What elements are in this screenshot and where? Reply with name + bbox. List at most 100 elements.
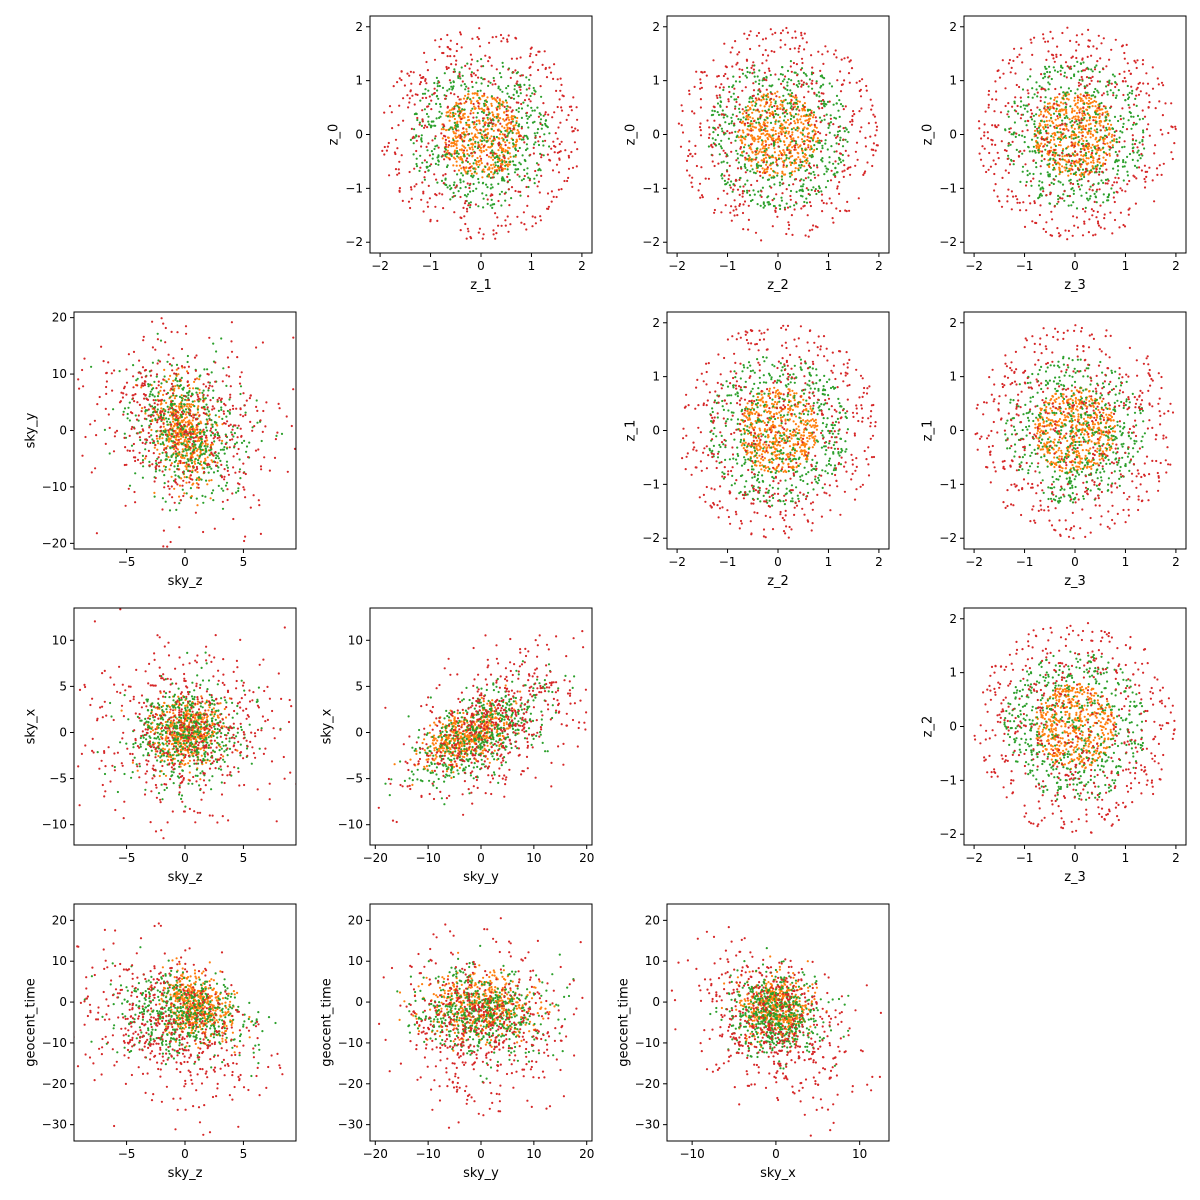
scatter-point — [861, 78, 864, 81]
scatter-point — [821, 157, 824, 160]
scatter-point — [771, 199, 774, 202]
scatter-point — [1083, 69, 1086, 72]
scatter-point — [1062, 97, 1065, 100]
scatter-point — [803, 32, 806, 35]
scatter-point — [434, 193, 437, 196]
scatter-point — [789, 117, 793, 121]
scatter-point — [803, 135, 806, 138]
scatter-point — [779, 204, 782, 207]
scatter-point — [502, 177, 505, 180]
scatter-point — [811, 87, 814, 90]
scatter-point — [1062, 148, 1065, 151]
scatter-point — [998, 76, 1002, 79]
scatter-point — [483, 78, 486, 81]
scatter-point — [731, 65, 734, 68]
scatter-point — [453, 141, 456, 145]
scatter-point — [793, 47, 796, 50]
scatter-point — [435, 95, 438, 98]
scatter-point — [407, 106, 410, 109]
scatter-point — [777, 113, 780, 116]
scatter-point — [529, 94, 532, 98]
scatter-point — [1105, 126, 1108, 129]
scatter-point — [1064, 105, 1067, 109]
scatter-point — [528, 87, 531, 90]
scatter-point — [807, 188, 810, 191]
scatter-point — [166, 445, 169, 448]
scatter-point — [804, 169, 807, 172]
scatter-point — [807, 192, 810, 196]
scatter-point — [762, 157, 766, 160]
scatter-point — [1077, 43, 1080, 46]
scatter-point — [453, 211, 456, 214]
scatter-point — [1069, 39, 1072, 43]
scatter-point — [1144, 180, 1147, 183]
scatter-point — [412, 153, 415, 156]
scatter-point — [818, 141, 822, 144]
scatter-point — [502, 37, 505, 40]
scatter-point — [745, 109, 748, 112]
scatter-point — [1111, 127, 1114, 130]
scatter-point — [750, 129, 753, 132]
scatter-point — [1035, 221, 1038, 225]
scatter-point — [1043, 88, 1046, 91]
scatter-point — [190, 403, 193, 406]
scatter-point — [708, 126, 711, 129]
scatter-point — [1072, 192, 1075, 195]
scatter-point — [1077, 116, 1080, 119]
scatter-point — [847, 166, 850, 169]
scatter-point — [483, 139, 486, 142]
scatter-point — [800, 207, 803, 210]
scatter-point — [736, 188, 740, 191]
scatter-point — [480, 110, 484, 113]
scatter-point — [735, 149, 738, 152]
scatter-point — [507, 84, 510, 88]
scatter-point — [500, 190, 503, 193]
scatter-point — [393, 151, 396, 154]
scatter-point — [508, 141, 511, 144]
scatter-point — [1008, 163, 1012, 166]
scatter-point — [801, 61, 804, 65]
scatter-point — [458, 164, 462, 167]
scatter-point — [454, 157, 457, 160]
scatter-point — [993, 110, 996, 113]
scatter-point — [459, 229, 462, 232]
scatter-point — [741, 112, 745, 115]
scatter-point — [466, 96, 469, 100]
scatter-point — [849, 120, 852, 123]
scatter-point — [1031, 87, 1034, 90]
scatter-point — [754, 158, 757, 161]
scatter-point — [779, 73, 783, 76]
scatter-point — [1084, 124, 1088, 127]
scatter-point — [770, 101, 773, 104]
scatter-point — [491, 83, 494, 86]
scatter-point — [1048, 202, 1051, 205]
scatter-point — [464, 100, 468, 103]
scatter-point — [541, 63, 544, 66]
scatter-point — [1104, 158, 1107, 162]
scatter-point — [724, 72, 727, 76]
scatter-point — [435, 76, 438, 79]
scatter-point — [806, 138, 809, 142]
scatter-point — [501, 125, 504, 128]
scatter-point — [479, 159, 483, 162]
scatter-point — [714, 138, 717, 141]
scatter-point — [180, 419, 183, 422]
scatter-point — [502, 155, 505, 158]
scatter-point — [196, 440, 199, 443]
scatter-point — [794, 113, 798, 116]
scatter-point — [740, 167, 743, 170]
scatter-point — [490, 140, 493, 143]
scatter-point — [157, 442, 160, 445]
scatter-point — [789, 205, 792, 208]
scatter-point — [427, 120, 430, 123]
scatter-point — [1088, 96, 1091, 99]
scatter-point — [751, 72, 754, 75]
scatter-point — [817, 91, 821, 94]
scatter-point — [1074, 115, 1077, 118]
scatter-point — [418, 121, 421, 124]
scatter-point — [478, 45, 482, 48]
scatter-point — [801, 151, 804, 155]
scatter-point — [409, 138, 412, 141]
scatter-point — [1053, 205, 1056, 208]
scatter-point — [1092, 94, 1095, 97]
